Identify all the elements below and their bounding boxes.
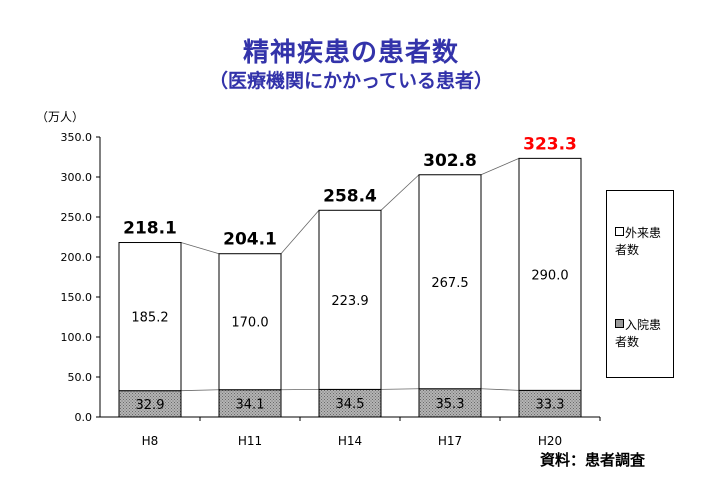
inpatient-swatch [615, 319, 624, 328]
chart-title: 精神疾患の患者数 [242, 38, 459, 68]
bar-inpatient-H14 [318, 388, 382, 418]
value-label-inpatient-H17: 35.3 [436, 397, 465, 412]
legend-item-inpatient: 入院患 者数 [615, 317, 661, 351]
total-label-H8: 218.1 [123, 219, 177, 239]
y-tick-label: 0.0 [75, 411, 93, 424]
x-tick-label-H17: H17 [438, 434, 462, 448]
series-line-total [380, 174, 420, 211]
bar-inpatient-H8 [118, 390, 182, 418]
series-line-total [180, 242, 220, 255]
bar-outpatient-H20 [518, 157, 582, 391]
legend: 外来患 者数 入院患 者数 [606, 190, 674, 378]
outpatient-swatch [615, 227, 624, 236]
chart-subtitle: （医療機関にかかっている患者） [208, 70, 494, 92]
y-tick-label: 250.0 [61, 211, 93, 224]
y-axis-unit-label: （万人） [36, 110, 85, 124]
bar-inpatient-H17 [418, 388, 482, 418]
series-line-total [280, 210, 320, 254]
y-tick-label: 350.0 [61, 131, 93, 144]
series-line-total [480, 157, 520, 176]
bar-outpatient-H8 [118, 242, 182, 392]
total-label-H11: 204.1 [223, 230, 277, 250]
value-label-inpatient-H20: 33.3 [536, 398, 565, 413]
total-label-H14: 258.4 [323, 186, 377, 206]
bar-outpatient-H11 [218, 253, 282, 391]
source-note: 資料：患者調査 [540, 451, 646, 469]
bar-outpatient-H17 [418, 174, 482, 390]
x-tick-label-H11: H11 [238, 434, 262, 448]
total-label-H17: 302.8 [423, 151, 477, 171]
legend-label-outpatient: 外来患 者数 [615, 226, 662, 257]
series-line-inpatient [180, 389, 220, 392]
legend-item-outpatient: 外来患 者数 [615, 225, 661, 259]
total-label-H20: 323.3 [523, 134, 577, 154]
series-line-inpatient [480, 388, 520, 391]
value-label-inpatient-H14: 34.5 [336, 397, 365, 412]
y-tick-label: 150.0 [61, 291, 93, 304]
value-label-outpatient-H11: 170.0 [231, 316, 268, 331]
bar-outpatient-H14 [318, 209, 382, 390]
value-label-outpatient-H14: 223.9 [331, 294, 368, 309]
y-tick-label: 300.0 [61, 171, 93, 184]
x-tick-label-H14: H14 [338, 434, 362, 448]
value-label-outpatient-H20: 290.0 [531, 268, 568, 283]
value-label-outpatient-H17: 267.5 [431, 276, 468, 291]
x-tick-label-H8: H8 [142, 434, 159, 448]
value-label-inpatient-H11: 34.1 [236, 397, 265, 412]
legend-label-inpatient: 入院患 者数 [615, 318, 662, 349]
y-tick-label: 100.0 [61, 331, 93, 344]
bar-inpatient-H20 [518, 389, 582, 418]
y-tick-label: 50.0 [68, 371, 93, 384]
series-line-inpatient [380, 388, 420, 390]
x-tick-label-H20: H20 [538, 434, 562, 448]
value-label-inpatient-H8: 32.9 [136, 398, 165, 413]
bar-inpatient-H11 [218, 389, 282, 418]
value-label-outpatient-H8: 185.2 [131, 311, 168, 326]
y-tick-label: 200.0 [61, 251, 93, 264]
